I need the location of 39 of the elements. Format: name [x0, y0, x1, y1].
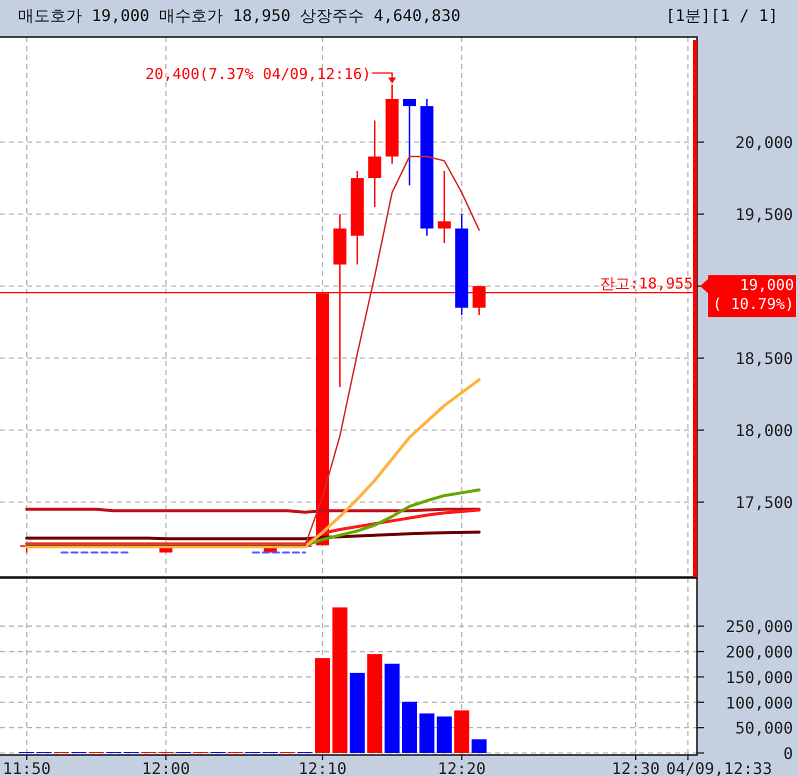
- y-tick-label: 17,500: [735, 493, 793, 512]
- x-tick-label: 11:50: [2, 759, 51, 776]
- bar: [402, 702, 417, 753]
- line-series: [26, 156, 480, 546]
- y-tick-label: 200,000: [726, 642, 793, 662]
- x-tick-label: 04/09,12:33: [666, 759, 772, 776]
- candlestick: [403, 98, 416, 186]
- y-tick-label: 20,000: [735, 133, 793, 152]
- line-series: [25, 378, 481, 548]
- y-tick-label: 50,000: [735, 718, 793, 738]
- line-series: [25, 508, 481, 546]
- y-tick-label: 19,500: [735, 205, 793, 224]
- bar: [367, 654, 382, 753]
- line-series: [25, 530, 481, 540]
- y-tick-label: 250,000: [726, 617, 793, 636]
- text: 19,000 ( 10.79%): [712, 276, 794, 314]
- bar: [384, 664, 400, 753]
- bar: [472, 739, 487, 753]
- x-tick-label: 12:00: [142, 759, 190, 776]
- chart-subtitle: [1분][1 / 1]: [666, 6, 778, 25]
- y-tick-label: 100,000: [726, 693, 793, 712]
- candlestick: [368, 120, 382, 208]
- y-tick-label: 150,000: [726, 668, 793, 687]
- bar: [315, 658, 330, 753]
- x-tick-label: 12:20: [438, 759, 486, 776]
- annotation: 20,400(7.37% 04/09,12:16): [145, 65, 372, 83]
- y-tick-label: 0: [783, 744, 793, 763]
- x-tick-label: 12:30: [612, 759, 660, 776]
- bar: [419, 713, 434, 753]
- y-tick-label: 18,000: [735, 421, 793, 440]
- bar: [350, 672, 365, 753]
- candlestick: [438, 170, 451, 244]
- x-tick-label: 12:10: [298, 759, 347, 776]
- ref-line-label: 잔고:18,955: [600, 274, 693, 293]
- y-tick-label: 18,500: [735, 349, 793, 368]
- bar: [332, 607, 348, 753]
- bar: [454, 710, 470, 753]
- chart-title: 매도호가 19,000 매수호가 18,950 상장주수 4,640,830: [18, 6, 460, 25]
- bar: [436, 716, 452, 753]
